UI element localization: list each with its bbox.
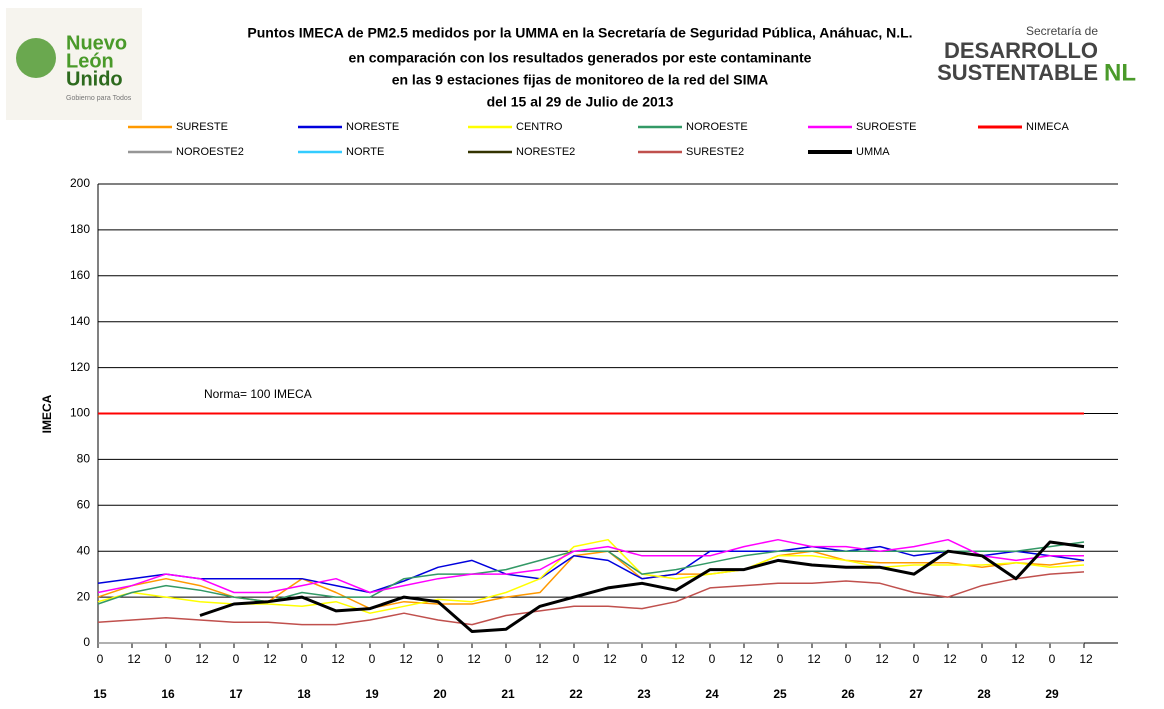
y-tick-label: 100 xyxy=(70,406,90,420)
x-tick-label: 0 xyxy=(573,652,580,666)
x-tick-label: 12 xyxy=(1079,652,1093,666)
logo-text: DESARROLLO xyxy=(944,38,1098,63)
day-label: 21 xyxy=(501,687,515,701)
x-tick-label: 0 xyxy=(641,652,648,666)
day-label: 25 xyxy=(773,687,787,701)
day-label: 29 xyxy=(1045,687,1059,701)
chart-title: en comparación con los resultados genera… xyxy=(349,50,812,66)
logo-icon xyxy=(16,38,56,78)
legend-label: NORESTE2 xyxy=(516,146,575,158)
logo-text: SUSTENTABLE xyxy=(937,60,1098,85)
legend-label: SUROESTE xyxy=(856,121,917,133)
day-label: 20 xyxy=(433,687,447,701)
x-tick-label: 12 xyxy=(263,652,277,666)
legend-label: NORESTE xyxy=(346,121,399,133)
x-tick-label: 0 xyxy=(97,652,104,666)
logo-right: Secretaría de DESARROLLO SUSTENTABLE NL xyxy=(937,24,1136,86)
x-tick-label: 12 xyxy=(943,652,957,666)
x-tick-label: 0 xyxy=(845,652,852,666)
legend-label: UMMA xyxy=(856,146,890,158)
day-label: 19 xyxy=(365,687,379,701)
x-tick-label: 0 xyxy=(505,652,512,666)
legend-label: NIMECA xyxy=(1026,121,1069,133)
logo-tag: Gobierno para Todos xyxy=(66,95,132,102)
chart-title: en las 9 estaciones fijas de monitoreo d… xyxy=(392,72,769,88)
y-tick-label: 60 xyxy=(77,497,91,511)
day-label: 18 xyxy=(297,687,311,701)
day-label: 23 xyxy=(637,687,651,701)
y-tick-label: 120 xyxy=(70,360,90,374)
series-line xyxy=(199,540,1085,633)
x-tick-label: 12 xyxy=(467,652,481,666)
logo-text: Secretaría de xyxy=(1026,24,1098,38)
x-tick-label: 0 xyxy=(981,652,988,666)
x-tick-label: 0 xyxy=(369,652,376,666)
day-label: 15 xyxy=(93,687,107,701)
x-tick-label: 0 xyxy=(1049,652,1056,666)
legend-label: NOROESTE xyxy=(686,121,748,133)
x-tick-label: 12 xyxy=(875,652,889,666)
annotation: Norma= 100 IMECA xyxy=(204,387,312,401)
legend-label: NORTE xyxy=(346,146,384,158)
day-label: 17 xyxy=(229,687,243,701)
x-tick-label: 12 xyxy=(739,652,753,666)
logo-left: Nuevo León Unido Gobierno para Todos xyxy=(6,8,142,120)
legend-label: NOROESTE2 xyxy=(176,146,244,158)
series-line xyxy=(97,538,1085,614)
day-label: 28 xyxy=(977,687,991,701)
logo-text: Nuevo xyxy=(66,32,127,54)
legend-label: SURESTE xyxy=(176,121,228,133)
y-axis-label: IMECA xyxy=(40,394,54,433)
y-tick-label: 160 xyxy=(70,268,90,282)
legend-label: SURESTE2 xyxy=(686,146,744,158)
day-label: 26 xyxy=(841,687,855,701)
chart-title: Puntos IMECA de PM2.5 medidos por la UMM… xyxy=(247,25,912,41)
x-tick-label: 0 xyxy=(913,652,920,666)
series-line xyxy=(97,545,1085,594)
x-tick-label: 0 xyxy=(233,652,240,666)
x-tick-label: 12 xyxy=(671,652,685,666)
y-tick-label: 40 xyxy=(77,543,91,557)
day-label: 22 xyxy=(569,687,583,701)
x-tick-label: 12 xyxy=(1011,652,1025,666)
series-line xyxy=(97,538,1084,594)
x-tick-label: 12 xyxy=(331,652,345,666)
day-label: 27 xyxy=(909,687,923,701)
x-tick-label: 12 xyxy=(127,652,141,666)
x-tick-label: 12 xyxy=(399,652,413,666)
x-tick-label: 0 xyxy=(709,652,716,666)
y-tick-label: 0 xyxy=(83,635,90,649)
y-tick-label: 80 xyxy=(77,452,91,466)
x-tick-label: 0 xyxy=(165,652,172,666)
y-tick-label: 140 xyxy=(70,314,90,328)
x-tick-label: 12 xyxy=(195,652,209,666)
logo-text: León xyxy=(66,50,114,72)
day-label: 16 xyxy=(161,687,175,701)
legend-label: CENTRO xyxy=(516,121,563,133)
chart-title: del 15 al 29 de Julio de 2013 xyxy=(487,94,674,110)
x-tick-label: 12 xyxy=(603,652,617,666)
x-tick-label: 12 xyxy=(807,652,821,666)
x-tick-label: 12 xyxy=(535,652,549,666)
x-tick-label: 0 xyxy=(777,652,784,666)
series-line xyxy=(97,571,1085,626)
x-tick-label: 0 xyxy=(437,652,444,666)
day-label: 24 xyxy=(705,687,719,701)
y-tick-label: 200 xyxy=(70,176,90,190)
y-tick-label: 180 xyxy=(70,222,90,236)
y-tick-label: 20 xyxy=(77,589,91,603)
logo-mark: NL xyxy=(1104,59,1136,86)
x-tick-label: 0 xyxy=(301,652,308,666)
logo-text: Unido xyxy=(66,68,123,90)
